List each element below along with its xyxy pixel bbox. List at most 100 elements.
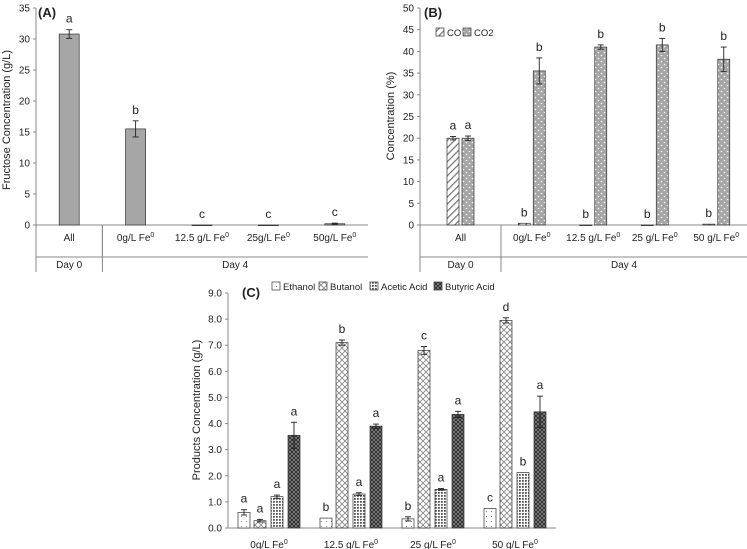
panel-b-category-label: 25 g/L Fe0 <box>632 232 678 244</box>
panel-b-category-label-sup: 0 <box>674 232 678 239</box>
panel-b-ylabel: Concentration (%) <box>385 72 397 161</box>
panel-b-ytick-label: 35 <box>403 69 415 80</box>
panel-a-ytick-label: 20 <box>19 97 31 108</box>
panel-a-category-label-text: All <box>64 233 75 244</box>
panel-b-ytick-label: 45 <box>403 25 415 36</box>
panel-c-category-label: 25 g/L Fe0 <box>410 539 456 549</box>
panel-c-bar <box>270 496 284 529</box>
panel-b-category-label-text: All <box>455 233 466 244</box>
panel-a-title: (A) <box>38 5 56 20</box>
panel-c-ytick-label: 7.0 <box>208 341 222 352</box>
panel-a-significance-letter: c <box>332 205 338 219</box>
legend-b-co-label: CO <box>447 28 461 39</box>
panel-c-category-label: 50 g/L Fe0 <box>492 539 538 549</box>
panel-c-bar <box>417 350 431 529</box>
panel-b-category-label: All <box>455 233 466 244</box>
legend-b-co-swatch <box>435 27 445 37</box>
panel-b-significance-letter: b <box>597 27 604 41</box>
panel-c-significance-letter: b <box>405 499 412 513</box>
panel-b-ytick-label: 20 <box>403 134 415 145</box>
panel-b-bar <box>517 222 531 226</box>
panel-a-category-label: 50g/L Fe0 <box>313 232 356 244</box>
panel-b-significance-letter: b <box>521 205 528 219</box>
panel-c-bar <box>533 411 547 529</box>
panel-c-significance-letter: c <box>487 490 493 504</box>
panel-a-ylabel: Fructose Concentration (g/L) <box>1 50 13 190</box>
panel-a-ytick-label: 0 <box>24 221 30 232</box>
panel-c-title: (C) <box>242 285 260 300</box>
panel-a-category-label-text: 0g/L Fe <box>117 233 151 244</box>
panel-b-ytick-label: 0 <box>408 221 414 232</box>
panel-a-bar <box>58 33 80 226</box>
panel-a-ytick-label: 10 <box>19 159 31 170</box>
panel-c-category-label: 12.5 g/L Fe0 <box>324 539 378 549</box>
panel-c-bar <box>352 493 366 529</box>
panel-c-category-label-text: 25 g/L Fe <box>410 540 452 549</box>
panel-c-category-label-text: 0g/L Fe <box>250 540 284 549</box>
panel-c-ytick-label: 2.0 <box>208 471 222 482</box>
panel-c-ytick-label: 5.0 <box>208 393 222 404</box>
panel-b-ytick-label: 5 <box>408 199 414 210</box>
panel-b-ytick-label: 10 <box>403 177 415 188</box>
panel-c-significance-letter: a <box>356 475 363 489</box>
panel-b-group-label: Day 0 <box>447 260 474 271</box>
panel-c-significance-letter: a <box>537 378 544 392</box>
legend-c-2-label: Butanol <box>330 282 362 293</box>
panel-c-significance-letter: a <box>291 404 298 418</box>
panel-a-significance-letter: b <box>132 103 139 117</box>
panel-c-significance-letter: b <box>323 500 330 514</box>
panel-b-category-label: 12.5 g/L Fe0 <box>566 232 620 244</box>
panel-a-significance-letter: a <box>66 12 73 26</box>
panel-b-significance-letter: b <box>582 207 589 221</box>
panel-b-bar <box>702 223 716 226</box>
panel-a-category-label-sup: 0 <box>352 232 356 239</box>
panel-b-category-label-text: 12.5 g/L Fe <box>566 233 617 244</box>
panel-b-category-label-text: 25 g/L Fe <box>632 233 674 244</box>
legend-c-2-swatch <box>318 281 328 291</box>
panel-c-bar <box>319 517 333 529</box>
panel-b-category-label-sup: 0 <box>616 232 620 239</box>
panel-c-significance-letter: d <box>503 300 510 314</box>
panel-c-significance-letter: a <box>241 492 248 506</box>
panel-a-category-label-sup: 0 <box>225 232 229 239</box>
panel-b-bar <box>532 70 546 226</box>
panel-a-ytick-label: 25 <box>19 66 31 77</box>
legend-c-4-swatch <box>433 281 443 291</box>
panel-b-category-label-sup: 0 <box>735 232 739 239</box>
legend-b-co2-label: CO2 <box>474 28 494 39</box>
panel-c-significance-letter: a <box>373 406 380 420</box>
panel-a-bar <box>191 224 213 226</box>
panel-c-bar <box>287 434 301 529</box>
legend-c-3-label: Acetic Acid <box>381 282 427 293</box>
panel-a-bar <box>125 128 146 226</box>
panel-c-bar <box>451 414 465 529</box>
panel-c-significance-letter: a <box>274 477 281 491</box>
panel-c-category-label: 0g/L Fe0 <box>250 539 288 549</box>
panel-b-bar <box>594 46 608 226</box>
panel-a-category-label: All <box>64 233 75 244</box>
legend-c-1-label: Ethanol <box>283 282 315 293</box>
panel-a-bar <box>258 224 279 226</box>
panel-c-ytick-label: 9.0 <box>208 289 222 300</box>
panel-b-bar <box>579 224 593 226</box>
panel-a-ytick-label: 35 <box>19 4 31 15</box>
panel-b-title: (B) <box>424 5 442 20</box>
panel-b-significance-letter: b <box>705 206 712 220</box>
panel-b-bar <box>655 44 669 226</box>
panel-b-group-label: Day 4 <box>611 260 638 271</box>
panel-c-bar <box>516 472 530 529</box>
panel-a-significance-letter: c <box>199 207 205 221</box>
panel-c-significance-letter: a <box>257 501 264 515</box>
panel-c-significance-letter: a <box>455 393 462 407</box>
panel-b-category-label-sup: 0 <box>547 232 551 239</box>
panel-a-category-label: 12.5 g/L Fe0 <box>175 232 229 244</box>
panel-c-ytick-label: 0.0 <box>208 524 222 535</box>
panel-a-category-label: 0g/L Fe0 <box>117 232 155 244</box>
panel-c-bar <box>483 508 497 529</box>
panel-b-category-label-text: 0g/L Fe <box>513 233 547 244</box>
panel-a-category-label: 25g/L Fe0 <box>247 232 290 244</box>
legend-c-3-swatch <box>369 281 379 291</box>
panel-c-significance-letter: b <box>520 455 527 469</box>
panel-b-significance-letter: b <box>536 40 543 54</box>
panel-b-category-label-text: 50 g/L Fe <box>693 233 735 244</box>
